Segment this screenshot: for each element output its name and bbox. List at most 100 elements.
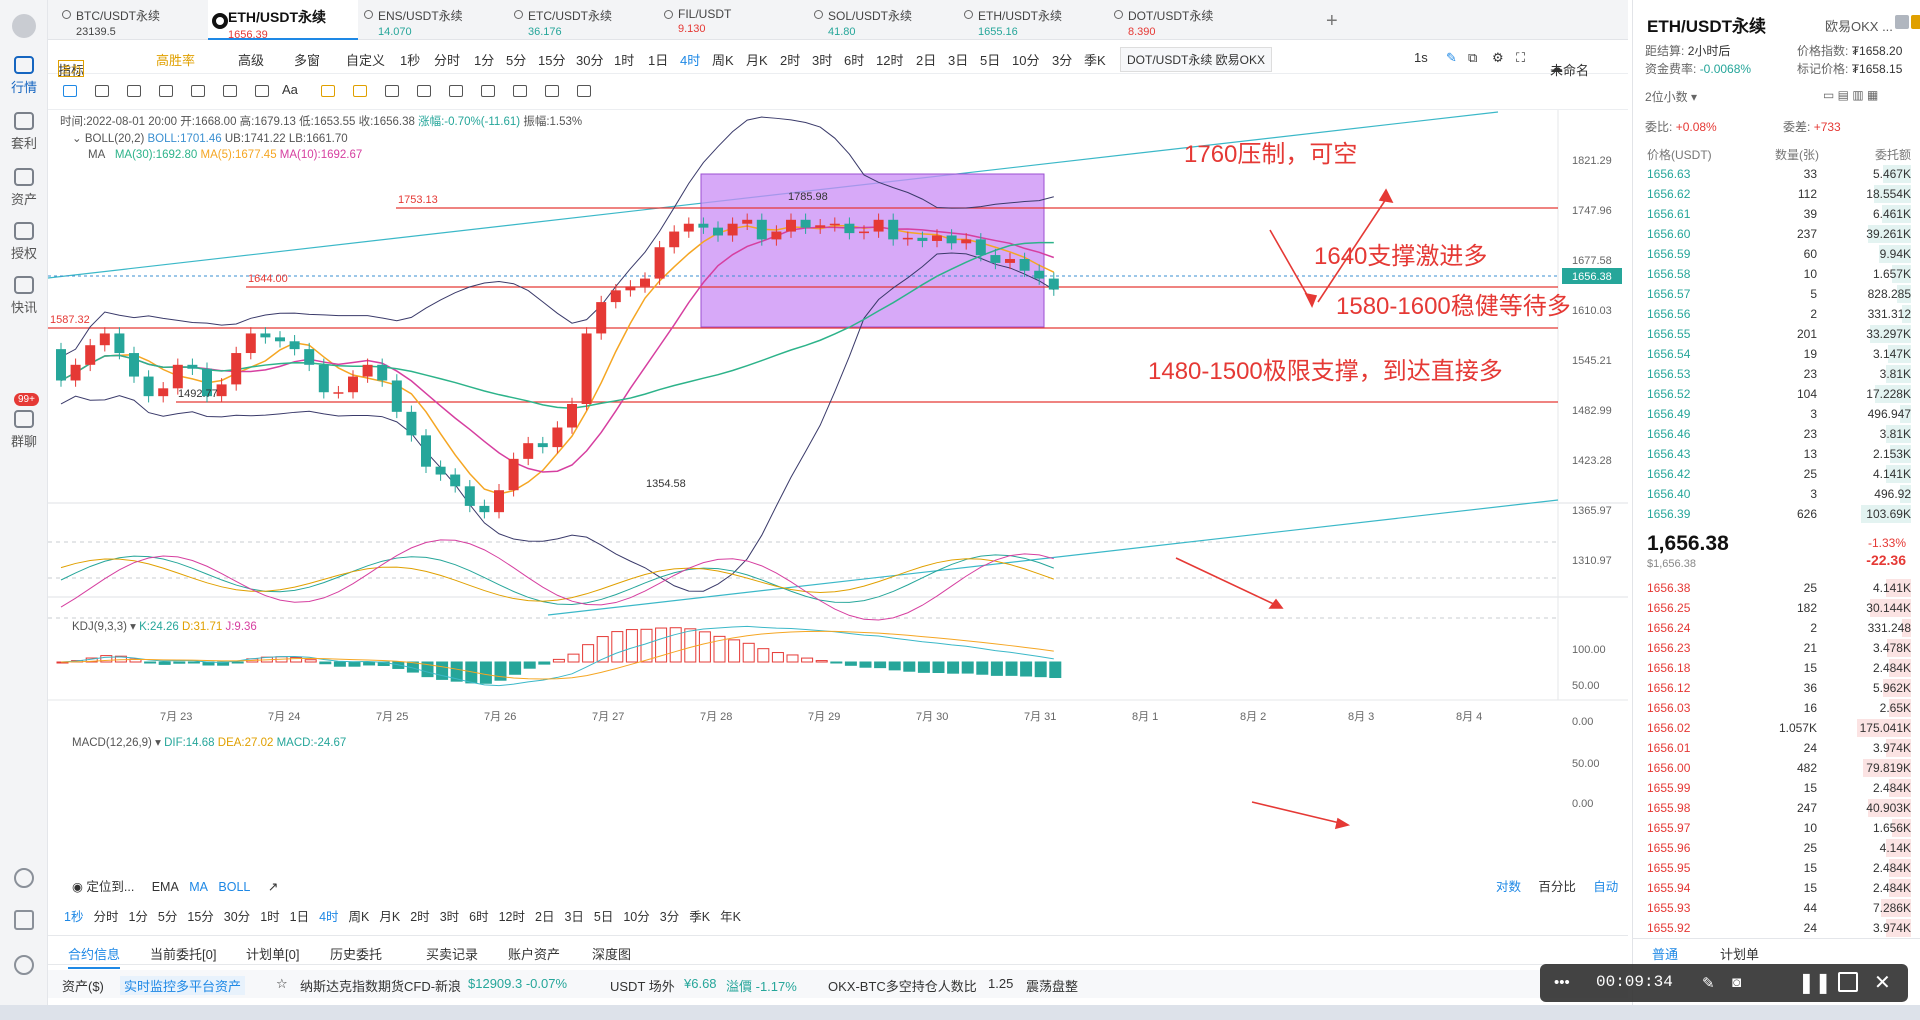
tab-ens[interactable]: ENS/USDT永续 14.070 bbox=[358, 0, 508, 40]
interval-week[interactable]: 周K bbox=[712, 53, 734, 68]
nav-item-auth[interactable]: 授权 bbox=[0, 222, 48, 262]
tab-trade-records[interactable]: 买卖记录 bbox=[426, 947, 479, 962]
bottom-interval-19[interactable]: 3分 bbox=[659, 910, 680, 924]
orderbook-row[interactable]: 1656.01 24 3.974K bbox=[1647, 738, 1911, 758]
copy-tool-icon[interactable] bbox=[510, 82, 530, 100]
orderbook-row[interactable]: 1656.56 2 331.312 bbox=[1647, 304, 1911, 324]
tab-normal[interactable]: 普通 bbox=[1652, 947, 1679, 962]
bottom-interval-2[interactable]: 1分 bbox=[128, 910, 148, 924]
win-rate-button[interactable]: 高胜率 bbox=[156, 53, 196, 68]
monitor-link[interactable]: 实时监控多平台资产 bbox=[120, 976, 246, 995]
measure-tool-icon[interactable] bbox=[252, 82, 272, 100]
parallel-tool-icon[interactable] bbox=[188, 82, 208, 100]
interval-1m[interactable]: 1分 bbox=[474, 53, 495, 68]
bottom-interval-20[interactable]: 季K bbox=[689, 910, 711, 924]
orderbook-row[interactable]: 1655.96 25 4.14K bbox=[1647, 838, 1911, 858]
interval-12h[interactable]: 12时 bbox=[876, 53, 904, 68]
ema-button[interactable]: EMA bbox=[151, 880, 179, 894]
tab-dot[interactable]: DOT/USDT永续 8.390 bbox=[1108, 0, 1258, 40]
gear-icon[interactable]: ⚙ bbox=[1492, 50, 1504, 65]
more-icon[interactable]: ••• bbox=[1554, 974, 1570, 991]
hide-tool-icon[interactable] bbox=[446, 82, 466, 100]
tab-account-assets[interactable]: 账户资产 bbox=[508, 947, 561, 962]
interval-quarter[interactable]: 季K bbox=[1084, 53, 1106, 68]
orderbook-row[interactable]: 1656.39 626 103.69K bbox=[1647, 504, 1911, 524]
camera-icon[interactable]: ◙ bbox=[1732, 974, 1742, 991]
crosshair-tool-icon[interactable] bbox=[60, 82, 80, 100]
orderbook-row[interactable]: 1656.60 237 39.261K bbox=[1647, 224, 1911, 244]
bottom-interval-8[interactable]: 4时 bbox=[319, 910, 339, 924]
interval-5d[interactable]: 5日 bbox=[980, 53, 1001, 68]
orderbook-row[interactable]: 1656.43 13 2.153K bbox=[1647, 444, 1911, 464]
close-icon[interactable]: ✕ bbox=[1874, 972, 1891, 994]
collapse-icon[interactable]: ⌄ bbox=[72, 133, 82, 145]
add-tab-button[interactable]: + bbox=[1326, 10, 1338, 32]
tab-open-orders[interactable]: 当前委托[0] bbox=[150, 947, 217, 962]
interval-month[interactable]: 月K bbox=[746, 53, 768, 68]
orderbook-row[interactable]: 1656.49 3 496.947 bbox=[1647, 404, 1911, 424]
edit-tool-icon[interactable] bbox=[542, 82, 562, 100]
tab-sol[interactable]: SOL/USDT永续 41.80 bbox=[808, 0, 958, 40]
interval-2h[interactable]: 2时 bbox=[780, 53, 801, 68]
nav-item-assets[interactable]: 资产 bbox=[0, 168, 48, 208]
orderbook-row[interactable]: 1655.92 24 3.974K bbox=[1647, 918, 1911, 938]
bottom-interval-16[interactable]: 3日 bbox=[564, 910, 584, 924]
fullscreen-icon[interactable]: ⛶ bbox=[1516, 50, 1526, 65]
orderbook-layout-icons[interactable]: ▭ ▤ ▥ ▦ bbox=[1823, 88, 1879, 102]
orderbook-row[interactable]: 1656.46 23 3.81K bbox=[1647, 424, 1911, 444]
orderbook-row[interactable]: 1656.53 23 3.81K bbox=[1647, 364, 1911, 384]
orderbook-row[interactable]: 1655.98 247 40.903K bbox=[1647, 798, 1911, 818]
bottom-interval-7[interactable]: 1日 bbox=[289, 910, 310, 924]
orderbook-row[interactable]: 1656.63 33 5.467K bbox=[1647, 164, 1911, 184]
interval-1h[interactable]: 1时 bbox=[614, 53, 635, 68]
bottom-interval-17[interactable]: 5日 bbox=[593, 910, 614, 924]
bottom-interval-14[interactable]: 12时 bbox=[498, 910, 525, 924]
orderbook-row[interactable]: 1656.03 16 2.65K bbox=[1647, 698, 1911, 718]
orderbook-row[interactable]: 1656.59 60 9.94K bbox=[1647, 244, 1911, 264]
rect-tool-icon[interactable] bbox=[156, 82, 176, 100]
tab-eth-2[interactable]: ETH/USDT永续 1655.16 bbox=[958, 0, 1108, 40]
text-tool-icon[interactable]: Aa bbox=[282, 82, 298, 97]
orderbook-row[interactable]: 1656.57 5 828.285 bbox=[1647, 284, 1911, 304]
bottom-interval-12[interactable]: 3时 bbox=[439, 910, 460, 924]
ma-button[interactable]: MA bbox=[189, 880, 208, 894]
pencil-icon[interactable]: ✎ bbox=[1446, 50, 1457, 65]
interval-15m[interactable]: 15分 bbox=[538, 53, 566, 68]
locate-button[interactable]: ◉ 定位到... bbox=[72, 880, 135, 894]
orderbook-row[interactable]: 1656.12 36 5.962K bbox=[1647, 678, 1911, 698]
bottom-interval-1[interactable]: 分时 bbox=[93, 910, 119, 924]
multi-window-button[interactable]: 多窗 bbox=[294, 53, 321, 68]
orderbook-row[interactable]: 1656.61 39 6.461K bbox=[1647, 204, 1911, 224]
interval-3h[interactable]: 3时 bbox=[812, 53, 833, 68]
ray-tool-icon[interactable] bbox=[92, 82, 112, 100]
bottom-interval-3[interactable]: 5分 bbox=[157, 910, 178, 924]
interval-3d[interactable]: 3日 bbox=[948, 53, 969, 68]
bottom-interval-18[interactable]: 10分 bbox=[623, 910, 650, 924]
orderbook-row[interactable]: 1655.93 44 7.286K bbox=[1647, 898, 1911, 918]
orderbook-row[interactable]: 1656.58 10 1.657K bbox=[1647, 264, 1911, 284]
bottom-interval-15[interactable]: 2日 bbox=[535, 910, 555, 924]
auto-scale-button[interactable]: 自动 bbox=[1593, 880, 1619, 894]
orderbook-row[interactable]: 1655.99 15 2.484K bbox=[1647, 778, 1911, 798]
trash-icon[interactable] bbox=[574, 82, 594, 100]
diamond-icon[interactable] bbox=[14, 868, 34, 888]
interval-4h[interactable]: 4时 bbox=[680, 53, 701, 68]
orderbook-row[interactable]: 1656.02 1.057K 175.041K bbox=[1647, 718, 1911, 738]
bottom-interval-5[interactable]: 30分 bbox=[223, 910, 251, 924]
pen-icon[interactable]: ✎ bbox=[1702, 975, 1715, 992]
bottom-interval-21[interactable]: 年K bbox=[720, 910, 741, 924]
tab-fil[interactable]: FIL/USDT 9.130 bbox=[658, 0, 808, 40]
orderbook-row[interactable]: 1656.54 19 3.147K bbox=[1647, 344, 1911, 364]
tab-plan-orders[interactable]: 计划单[0] bbox=[246, 947, 300, 962]
interval-timeshare[interactable]: 分时 bbox=[434, 53, 461, 68]
orderbook-row[interactable]: 1656.00 482 79.819K bbox=[1647, 758, 1911, 778]
nav-item-arbitrage[interactable]: 套利 bbox=[0, 112, 48, 152]
phone-icon[interactable] bbox=[14, 910, 34, 930]
decimals-select[interactable]: 2位小数 ▾ bbox=[1645, 90, 1698, 104]
tab-plan[interactable]: 计划单 bbox=[1720, 947, 1760, 962]
ruler-tool-icon[interactable] bbox=[382, 82, 402, 100]
lock-tool-icon[interactable] bbox=[478, 82, 498, 100]
log-scale-button[interactable]: 对数 bbox=[1496, 880, 1522, 894]
magnet-tool-icon[interactable] bbox=[318, 82, 338, 100]
orderbook-row[interactable]: 1656.40 3 496.92 bbox=[1647, 484, 1911, 504]
